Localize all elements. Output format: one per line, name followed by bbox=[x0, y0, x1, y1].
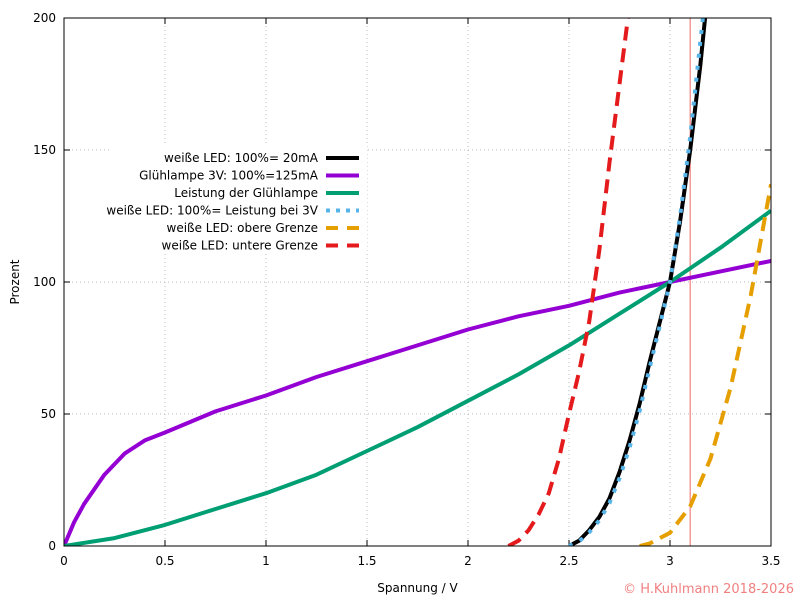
series-line-5 bbox=[507, 18, 630, 546]
legend-label: Leistung der Glühlampe bbox=[174, 186, 318, 200]
legend-label: weiße LED: untere Grenze bbox=[162, 239, 318, 253]
plot-border bbox=[63, 17, 772, 547]
x-tick-label: 3.5 bbox=[761, 554, 780, 568]
y-tick-label: 50 bbox=[41, 407, 56, 421]
y-tick-label: 100 bbox=[33, 275, 56, 289]
series-line-4 bbox=[639, 183, 771, 546]
x-tick-label: 2.5 bbox=[559, 554, 578, 568]
x-tick-label: 2 bbox=[464, 554, 472, 568]
legend-label: weiße LED: obere Grenze bbox=[167, 221, 319, 235]
y-axis-label: Prozent bbox=[8, 259, 22, 304]
legend-label: Glühlampe 3V: 100%=125mA bbox=[139, 169, 319, 183]
series-line-0 bbox=[568, 18, 708, 546]
x-tick-label: 1 bbox=[262, 554, 270, 568]
legend-background bbox=[112, 146, 367, 252]
series-line-2 bbox=[64, 209, 771, 546]
y-tick-label: 150 bbox=[33, 143, 56, 157]
x-tick-label: 3 bbox=[666, 554, 674, 568]
x-tick-label: 1.5 bbox=[357, 554, 376, 568]
y-tick-label: 200 bbox=[33, 11, 56, 25]
series-line-3 bbox=[568, 18, 705, 546]
x-tick-label: 0 bbox=[60, 554, 68, 568]
x-axis-label: Spannung / V bbox=[377, 581, 458, 595]
legend-label: weiße LED: 100%= Leistung bei 3V bbox=[106, 204, 318, 218]
copyright-notice: © H.Kuhlmann 2018-2026 bbox=[623, 582, 794, 597]
y-tick-label: 0 bbox=[48, 539, 56, 553]
x-tick-label: 0.5 bbox=[155, 554, 174, 568]
legend-label: weiße LED: 100%= 20mA bbox=[164, 151, 319, 165]
series-line-1 bbox=[64, 258, 771, 546]
